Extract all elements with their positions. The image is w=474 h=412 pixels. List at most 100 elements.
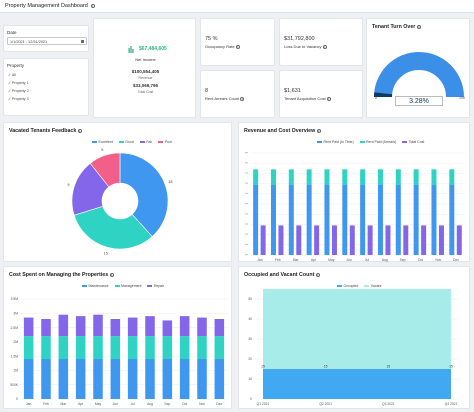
legend-item[interactable]: Occupied	[337, 284, 358, 288]
cost-bar-segment[interactable]	[75, 336, 86, 359]
bar-rent-in-time[interactable]	[270, 184, 276, 255]
bar-rent-in-time[interactable]	[306, 184, 312, 255]
cost-bar-segment[interactable]	[110, 359, 121, 399]
cost-bar-segment[interactable]	[179, 359, 190, 399]
bar-rent-arrears[interactable]	[306, 169, 312, 185]
cost-bar-segment[interactable]	[214, 359, 225, 399]
cost-bar-segment[interactable]	[41, 319, 51, 337]
property-option[interactable]: ✓ Property 3	[8, 97, 29, 101]
bar-rent-in-time[interactable]	[449, 184, 455, 255]
bar-rent-arrears[interactable]	[395, 169, 401, 185]
vacant-area[interactable]	[263, 289, 451, 369]
bar-rent-in-time[interactable]	[413, 184, 419, 255]
occupied-area[interactable]	[263, 369, 451, 399]
calendar-icon[interactable]	[80, 39, 84, 43]
legend-item[interactable]: Poor	[158, 140, 172, 144]
bar-rent-arrears[interactable]	[377, 169, 383, 185]
cost-bar-segment[interactable]	[93, 336, 103, 359]
legend-item[interactable]: Rent Paid (In Time)	[317, 140, 354, 144]
info-icon[interactable]: i	[326, 96, 331, 101]
cost-bar-segment[interactable]	[179, 316, 190, 337]
info-icon[interactable]: i	[315, 272, 320, 277]
legend-item[interactable]: Management	[114, 284, 141, 288]
bar-rent-arrears[interactable]	[413, 169, 419, 185]
donut-slice[interactable]	[119, 152, 169, 238]
cost-bar-segment[interactable]	[23, 317, 34, 337]
bar-total-cost[interactable]	[438, 225, 444, 255]
cost-bar-segment[interactable]	[197, 359, 207, 399]
bar-rent-in-time[interactable]	[288, 184, 294, 255]
bar-total-cost[interactable]	[278, 225, 284, 255]
bar-total-cost[interactable]	[403, 225, 409, 255]
property-option[interactable]: ✓ Property 2	[8, 89, 29, 93]
bar-total-cost[interactable]	[349, 225, 355, 255]
legend-item[interactable]: Vacant	[364, 284, 381, 288]
bar-total-cost[interactable]	[331, 225, 337, 255]
bar-total-cost[interactable]	[385, 225, 391, 255]
bar-rent-arrears[interactable]	[431, 169, 437, 185]
bar-rent-in-time[interactable]	[324, 184, 330, 255]
legend-item[interactable]: Excellent	[92, 140, 113, 144]
cost-bar-segment[interactable]	[145, 336, 155, 359]
cost-bar-segment[interactable]	[127, 336, 138, 359]
bar-rent-arrears[interactable]	[449, 169, 455, 185]
bar-rent-arrears[interactable]	[270, 169, 276, 185]
cost-bar-segment[interactable]	[110, 336, 121, 359]
bar-total-cost[interactable]	[314, 225, 320, 255]
bar-rent-arrears[interactable]	[324, 169, 330, 185]
cost-bar-segment[interactable]	[41, 359, 51, 399]
property-option[interactable]: ✓ Property 1	[8, 81, 29, 85]
bar-rent-in-time[interactable]	[431, 184, 437, 255]
property-option[interactable]: ✓ All	[8, 73, 16, 77]
info-icon[interactable]: i	[90, 4, 95, 8]
bar-total-cost[interactable]	[456, 225, 462, 255]
cost-bar-segment[interactable]	[75, 359, 86, 399]
date-range-input[interactable]: 1/1/2021 - 12/31/2021	[7, 37, 87, 45]
bar-total-cost[interactable]	[260, 225, 266, 255]
cost-bar-segment[interactable]	[75, 316, 86, 337]
cost-bar-segment[interactable]	[214, 336, 225, 359]
cost-bar-segment[interactable]	[58, 359, 69, 399]
info-icon[interactable]: i	[77, 128, 82, 133]
legend-item[interactable]: Good	[118, 140, 134, 144]
bar-rent-in-time[interactable]	[253, 184, 259, 255]
cost-bar-segment[interactable]	[162, 336, 173, 359]
cost-bar-segment[interactable]	[214, 319, 225, 337]
info-icon[interactable]: i	[316, 128, 321, 133]
legend-item[interactable]: Rent Paid (Arrears)	[359, 140, 396, 144]
cost-bar-segment[interactable]	[162, 359, 173, 399]
info-icon[interactable]: i	[109, 272, 114, 277]
bar-rent-arrears[interactable]	[253, 169, 259, 185]
legend-item[interactable]: Maintenance	[82, 284, 109, 288]
info-icon[interactable]: i	[416, 24, 421, 29]
legend-item[interactable]: Total Cost	[402, 140, 424, 144]
bar-rent-arrears[interactable]	[342, 169, 348, 185]
donut-slice[interactable]	[73, 205, 153, 250]
info-icon[interactable]: i	[240, 96, 245, 101]
cost-bar-segment[interactable]	[179, 336, 190, 359]
cost-bar-segment[interactable]	[23, 359, 34, 399]
cost-bar-segment[interactable]	[127, 359, 138, 399]
bar-total-cost[interactable]	[367, 225, 373, 255]
bar-rent-in-time[interactable]	[360, 184, 366, 255]
cost-bar-segment[interactable]	[145, 359, 155, 399]
bar-rent-in-time[interactable]	[342, 184, 348, 255]
legend-item[interactable]: Repair	[147, 284, 164, 288]
cost-bar-segment[interactable]	[145, 316, 155, 337]
bar-total-cost[interactable]	[421, 225, 427, 255]
info-icon[interactable]: i	[322, 44, 327, 49]
info-icon[interactable]: i	[235, 44, 240, 49]
cost-bar-segment[interactable]	[127, 317, 138, 337]
bar-total-cost[interactable]	[296, 225, 302, 255]
donut-slice[interactable]	[89, 152, 121, 188]
bar-rent-in-time[interactable]	[395, 184, 401, 255]
cost-bar-segment[interactable]	[197, 317, 207, 337]
bar-rent-in-time[interactable]	[377, 184, 383, 255]
bar-rent-arrears[interactable]	[288, 169, 294, 185]
cost-bar-segment[interactable]	[58, 336, 69, 359]
cost-bar-segment[interactable]	[93, 314, 103, 337]
cost-bar-segment[interactable]	[197, 336, 207, 359]
cost-bar-segment[interactable]	[162, 320, 173, 337]
cost-bar-segment[interactable]	[93, 359, 103, 399]
legend-item[interactable]: Fair	[139, 140, 152, 144]
